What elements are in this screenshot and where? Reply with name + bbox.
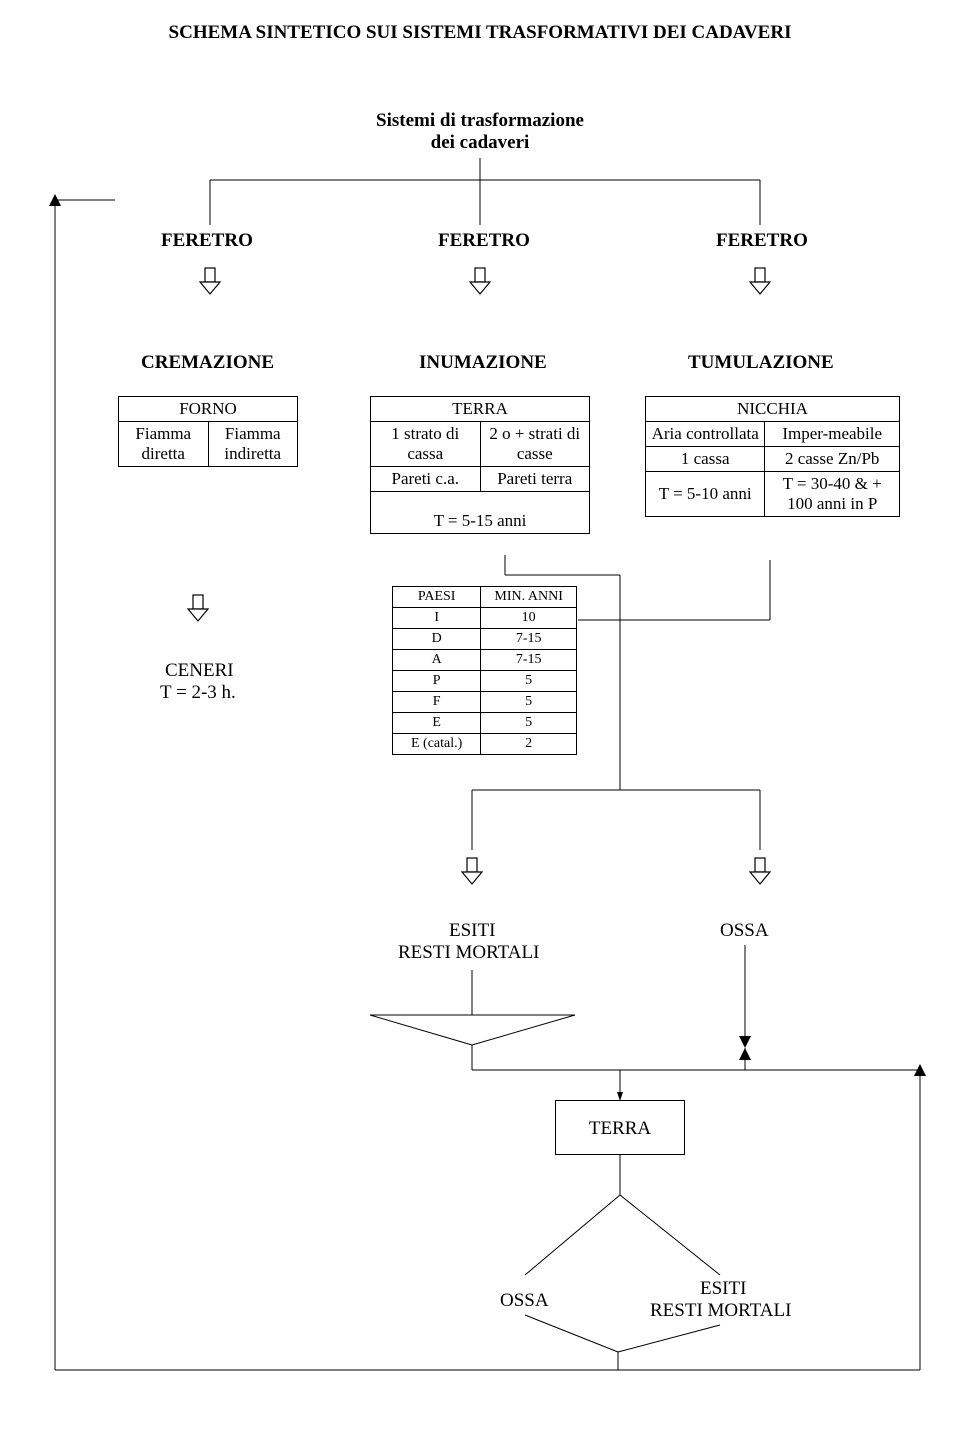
esiti-1: ESITI (449, 920, 495, 942)
inumazione-label: INUMAZIONE (419, 352, 547, 374)
paesi-r2c1: 7-15 (481, 650, 577, 671)
forno-header: FORNO (119, 397, 298, 422)
page-title: SCHEMA SINTETICO SUI SISTEMI TRASFORMATI… (0, 22, 960, 44)
terra-box-label: TERRA (589, 1118, 651, 1139)
terra-r1c2: 2 o + strati di casse (480, 422, 590, 467)
feretro-2: FERETRO (438, 230, 530, 252)
paesi-h2: MIN. ANNI (481, 587, 577, 608)
paesi-table: PAESI MIN. ANNI I10 D7-15 A7-15 P5 F5 E5… (392, 586, 577, 755)
paesi-r5c1: 5 (481, 713, 577, 734)
ceneri-label: CENERI (165, 660, 234, 682)
esiti-2: ESITI (700, 1278, 746, 1300)
feretro-1: FERETRO (161, 230, 253, 252)
subtitle-line1: Sistemi di trasformazione (0, 110, 960, 132)
terra-t: T = 5-15 anni (371, 492, 590, 534)
nicchia-r3c1: T = 5-10 anni (646, 472, 765, 517)
forno-col2: Fiamma indiretta (208, 422, 298, 467)
paesi-r6c0: E (catal.) (393, 734, 481, 755)
ossa-2: OSSA (500, 1290, 549, 1312)
terra-header: TERRA (371, 397, 590, 422)
paesi-r0c1: 10 (481, 608, 577, 629)
forno-table: FORNO Fiamma diretta Fiamma indiretta (118, 396, 298, 467)
paesi-r1c1: 7-15 (481, 629, 577, 650)
resti-2: RESTI MORTALI (650, 1300, 791, 1322)
ceneri-t: T = 2-3 h. (160, 682, 236, 704)
paesi-r1c0: D (393, 629, 481, 650)
terra-r1c1: 1 strato di cassa (371, 422, 481, 467)
forno-col1: Fiamma diretta (119, 422, 209, 467)
terra-r2c2: Pareti terra (480, 467, 590, 492)
cremazione-label: CREMAZIONE (141, 352, 274, 374)
paesi-r4c1: 5 (481, 692, 577, 713)
paesi-r3c1: 5 (481, 671, 577, 692)
ossa-1: OSSA (720, 920, 769, 942)
paesi-r3c0: P (393, 671, 481, 692)
subtitle-line2: dei cadaveri (0, 132, 960, 154)
paesi-r4c0: F (393, 692, 481, 713)
paesi-h1: PAESI (393, 587, 481, 608)
resti-1: RESTI MORTALI (398, 942, 539, 964)
terra-table: TERRA 1 strato di cassa 2 o + strati di … (370, 396, 590, 534)
paesi-r2c0: A (393, 650, 481, 671)
nicchia-r2c1: 1 cassa (646, 447, 765, 472)
nicchia-r1c1: Aria controllata (646, 422, 765, 447)
nicchia-table: NICCHIA Aria controllata Imper-meabile 1… (645, 396, 900, 517)
paesi-r5c0: E (393, 713, 481, 734)
paesi-r0c0: I (393, 608, 481, 629)
nicchia-r2c2: 2 casse Zn/Pb (765, 447, 900, 472)
tumulazione-label: TUMULAZIONE (688, 352, 834, 374)
nicchia-r1c2: Imper-meabile (765, 422, 900, 447)
terra-r2c1: Pareti c.a. (371, 467, 481, 492)
nicchia-r3c2: T = 30-40 & + 100 anni in P (765, 472, 900, 517)
paesi-r6c1: 2 (481, 734, 577, 755)
feretro-3: FERETRO (716, 230, 808, 252)
nicchia-header: NICCHIA (646, 397, 900, 422)
terra-box: TERRA (555, 1100, 685, 1155)
